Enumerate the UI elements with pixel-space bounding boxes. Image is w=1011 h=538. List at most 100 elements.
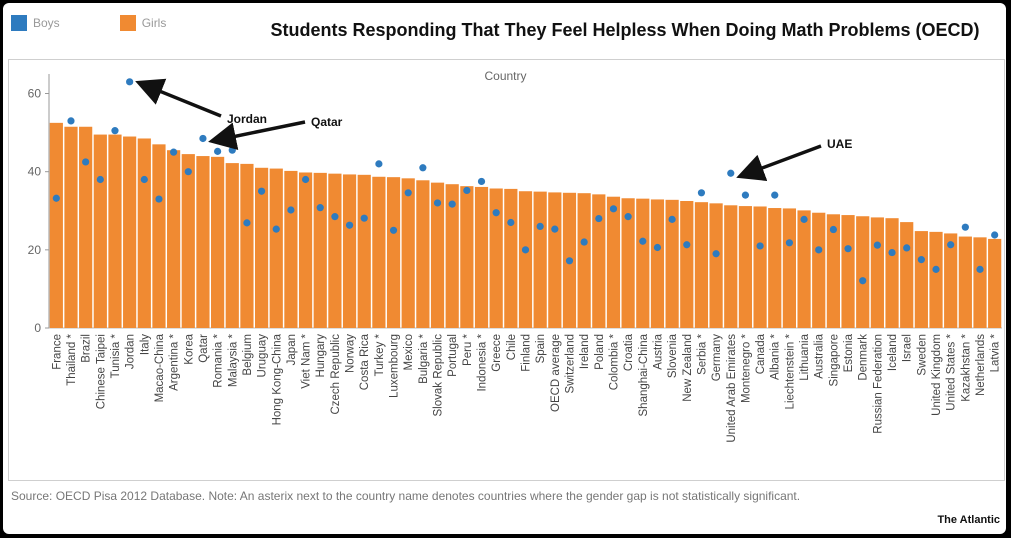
dot-boys-12 <box>228 146 236 154</box>
bar-girls-13 <box>240 163 254 328</box>
bar-girls-62 <box>958 236 972 328</box>
x-tick-label-47: Montenegro * <box>740 333 752 403</box>
dot-boys-52 <box>815 246 823 254</box>
bar-girls-43 <box>680 201 694 328</box>
dot-boys-3 <box>96 175 104 184</box>
bar-girls-38 <box>606 196 621 328</box>
bar-girls-50 <box>782 208 797 328</box>
bar-chart-svg: Country 0 20 40 60 France Thailand * Brazil Chin… <box>28 69 1002 443</box>
dot-boys-18 <box>316 204 324 212</box>
bar-girls-10 <box>196 156 210 328</box>
bar-girls-11 <box>211 156 225 328</box>
bar-girls-64 <box>988 238 1002 328</box>
annotation-arrow-0 <box>135 78 222 118</box>
x-tick-label-13: Belgium <box>242 334 254 376</box>
y-tick-label-20: 20 <box>28 243 42 257</box>
x-tick-label-19: Czech Republic <box>330 334 342 415</box>
bar-girls-61 <box>944 233 958 328</box>
bar-girls-32 <box>518 191 533 328</box>
x-tick-label-29: Indonesia * <box>477 333 489 391</box>
dot-boys-14 <box>257 187 266 195</box>
dot-boys-43 <box>683 241 691 249</box>
bar-girls-3 <box>93 134 107 328</box>
dot-boys-60 <box>932 265 940 273</box>
source-note: Source: OECD Pisa 2012 Database. Note: A… <box>11 489 801 503</box>
chart-title: Students Responding That They Feel Helpl… <box>270 20 980 40</box>
legend-label-girls: Girls <box>141 16 167 30</box>
bar-girls-29 <box>474 186 489 328</box>
y-tick-label-40: 40 <box>28 165 42 179</box>
bar-girls-49 <box>768 208 782 328</box>
x-tick-label-3: Chinese Taipei <box>95 334 107 409</box>
x-tick-label-27: Portugal <box>447 334 459 377</box>
bar-girls-33 <box>533 191 547 328</box>
bar-girls-41 <box>650 199 665 328</box>
x-tick-label-33: Spain <box>535 334 547 363</box>
bar-girls-26 <box>430 182 445 328</box>
x-tick-label-4: Tunisia * <box>110 333 122 378</box>
dot-boys-31 <box>507 218 515 227</box>
bar-girls-17 <box>298 172 313 328</box>
x-tick-label-0: France <box>51 334 63 370</box>
dot-boys-13 <box>243 219 251 227</box>
bar-girls-14 <box>254 167 269 328</box>
legend-label-boys: Boys <box>33 16 60 30</box>
x-tick-label-9: Korea <box>183 333 195 364</box>
legend-item-boys[interactable]: Boys <box>11 15 60 31</box>
bar-girls-22 <box>372 176 386 328</box>
dot-boys-44 <box>697 189 706 197</box>
x-tick-label-8: Argentina * <box>169 333 181 390</box>
bar-girls-27 <box>445 184 459 328</box>
dot-boys-50 <box>785 239 794 247</box>
x-tick-label-15: Hong Kong-China <box>271 333 283 425</box>
y-tick-label-60: 60 <box>28 87 42 101</box>
x-tick-label-7: Macao-China <box>154 333 166 402</box>
dot-boys-36 <box>580 238 588 246</box>
dot-boys-35 <box>565 257 574 265</box>
legend-swatch-girls <box>119 15 136 31</box>
dot-boys-48 <box>756 242 764 250</box>
x-tick-label-58: Israel <box>902 334 914 362</box>
bar-girls-58 <box>900 222 914 328</box>
x-tick-label-14: Uruguay <box>257 334 269 378</box>
x-tick-label-31: Chile <box>506 334 518 360</box>
x-tick-label-64: Latvia * <box>990 333 1002 372</box>
bar-girls-8 <box>167 150 181 328</box>
dot-boys-63 <box>976 265 984 273</box>
bar-girls-46 <box>724 205 738 328</box>
bar-girls-20 <box>342 174 357 328</box>
x-tick-label-63: Netherlands <box>975 334 987 396</box>
dot-boys-42 <box>668 215 676 223</box>
legend: Boys Girls <box>11 15 166 31</box>
dot-boys-15 <box>272 225 280 233</box>
annotation-label-0: Jordan <box>227 112 267 126</box>
dot-boys-49 <box>771 191 779 199</box>
dot-boys-33 <box>536 222 544 230</box>
dot-boys-11 <box>214 147 222 155</box>
dot-boys-25 <box>419 164 427 172</box>
x-tick-label-20: Norway <box>345 334 357 373</box>
bar-girls-5 <box>123 136 137 328</box>
x-tick-label-43: New Zealand <box>682 334 694 402</box>
bar-girls-15 <box>269 168 283 328</box>
x-tick-label-12: Malaysia * <box>227 333 239 387</box>
dot-boys-10 <box>199 134 207 143</box>
annotation-arrow-2 <box>736 144 822 182</box>
bar-girls-59 <box>914 231 928 328</box>
dot-boys-32 <box>521 246 530 254</box>
x-tick-label-28: Peru * <box>462 333 474 365</box>
x-tick-label-18: Hungary <box>315 334 327 378</box>
dot-boys-64 <box>991 231 999 239</box>
dot-boys-2 <box>82 158 90 166</box>
bar-girls-31 <box>504 188 518 328</box>
legend-item-girls[interactable]: Girls <box>119 15 167 31</box>
dot-boys-51 <box>800 215 808 223</box>
dot-boys-29 <box>477 177 486 186</box>
legend-swatch-boys <box>11 15 27 31</box>
x-tick-label-57: Iceland <box>887 334 899 371</box>
bar-girls-51 <box>797 210 811 328</box>
x-tick-label-42: Slovenia <box>667 333 679 378</box>
x-tick-label-44: Serbia * <box>696 333 708 374</box>
annotation-label-2: UAE <box>827 137 852 151</box>
dot-boys-23 <box>389 226 398 234</box>
